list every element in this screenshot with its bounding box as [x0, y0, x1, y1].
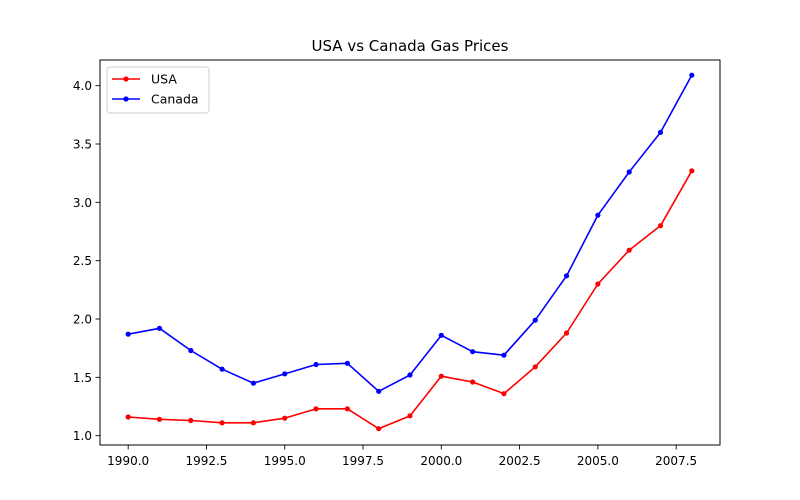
y-tick-label: 1.0 [73, 429, 92, 443]
data-point-canada [219, 366, 225, 372]
data-point-usa [344, 406, 350, 412]
data-point-usa [595, 281, 601, 287]
x-tick-label: 2000.0 [420, 454, 462, 468]
series-canada [125, 72, 695, 394]
x-tick-label: 1992.5 [185, 454, 227, 468]
series-layer [125, 72, 695, 432]
data-point-usa [156, 416, 163, 422]
data-point-canada [156, 325, 163, 331]
series-line-canada [128, 74, 693, 393]
x-tick-label: 2005.0 [577, 454, 619, 468]
y-tick-label: 3.0 [73, 196, 92, 210]
plot-frame [99, 59, 721, 446]
data-point-canada [563, 273, 570, 279]
data-point-usa [250, 420, 257, 426]
data-point-usa [532, 364, 538, 370]
series-line-usa [128, 170, 693, 430]
data-point-canada [626, 169, 632, 175]
data-point-canada [532, 317, 538, 323]
data-point-usa [125, 414, 131, 420]
y-tick-label: 3.5 [73, 138, 92, 152]
series-usa [125, 168, 695, 432]
x-tick-label: 1997.5 [342, 454, 384, 468]
data-point-canada [501, 352, 507, 358]
data-point-usa [501, 391, 507, 397]
data-point-canada [344, 360, 350, 366]
data-point-usa [282, 415, 288, 421]
chart-title: USA vs Canada Gas Prices [312, 37, 509, 55]
data-point-usa [376, 426, 382, 432]
data-point-usa [657, 223, 664, 229]
data-point-canada [125, 331, 131, 337]
data-point-canada [438, 332, 444, 338]
plot-area [99, 59, 721, 446]
y-tick-label: 4.0 [73, 79, 92, 93]
y-tick-label: 1.5 [73, 371, 92, 385]
data-point-usa [563, 330, 570, 336]
data-point-canada [250, 380, 257, 386]
x-tick-label: 1990.0 [107, 454, 149, 468]
data-point-canada [595, 212, 601, 218]
y-tick-label: 2.5 [73, 254, 92, 268]
data-point-usa [626, 247, 632, 253]
data-point-canada [188, 347, 194, 354]
data-point-usa [219, 420, 225, 426]
data-point-usa [470, 379, 476, 385]
y-tick-label: 2.0 [73, 313, 92, 327]
x-tick-label: 2007.5 [655, 454, 697, 468]
legend-label-usa: USA [151, 72, 177, 87]
data-point-usa [438, 373, 444, 379]
legend-marker-canada [123, 96, 129, 102]
data-point-canada [470, 349, 476, 355]
data-point-usa [188, 417, 194, 424]
data-point-usa [313, 406, 319, 412]
data-point-canada [657, 129, 664, 135]
data-point-canada [376, 388, 382, 394]
y-axis: 1.0 1.5 2.0 2.5 3.0 3.5 4.0 [73, 79, 100, 443]
x-tick-label: 2002.5 [499, 454, 541, 468]
data-point-canada [689, 72, 695, 78]
data-point-canada [407, 372, 413, 378]
legend-label-canada: Canada [151, 92, 199, 107]
legend: USA Canada [106, 66, 210, 114]
data-point-usa [689, 168, 695, 174]
data-point-canada [282, 371, 288, 377]
x-axis: 1990.0 1992.5 1995.0 1997.5 2000.0 2002.5 2005… [107, 445, 697, 468]
data-point-usa [407, 413, 413, 419]
data-point-canada [313, 361, 319, 368]
x-tick-label: 1995.0 [264, 454, 306, 468]
legend-marker-usa [123, 76, 129, 82]
